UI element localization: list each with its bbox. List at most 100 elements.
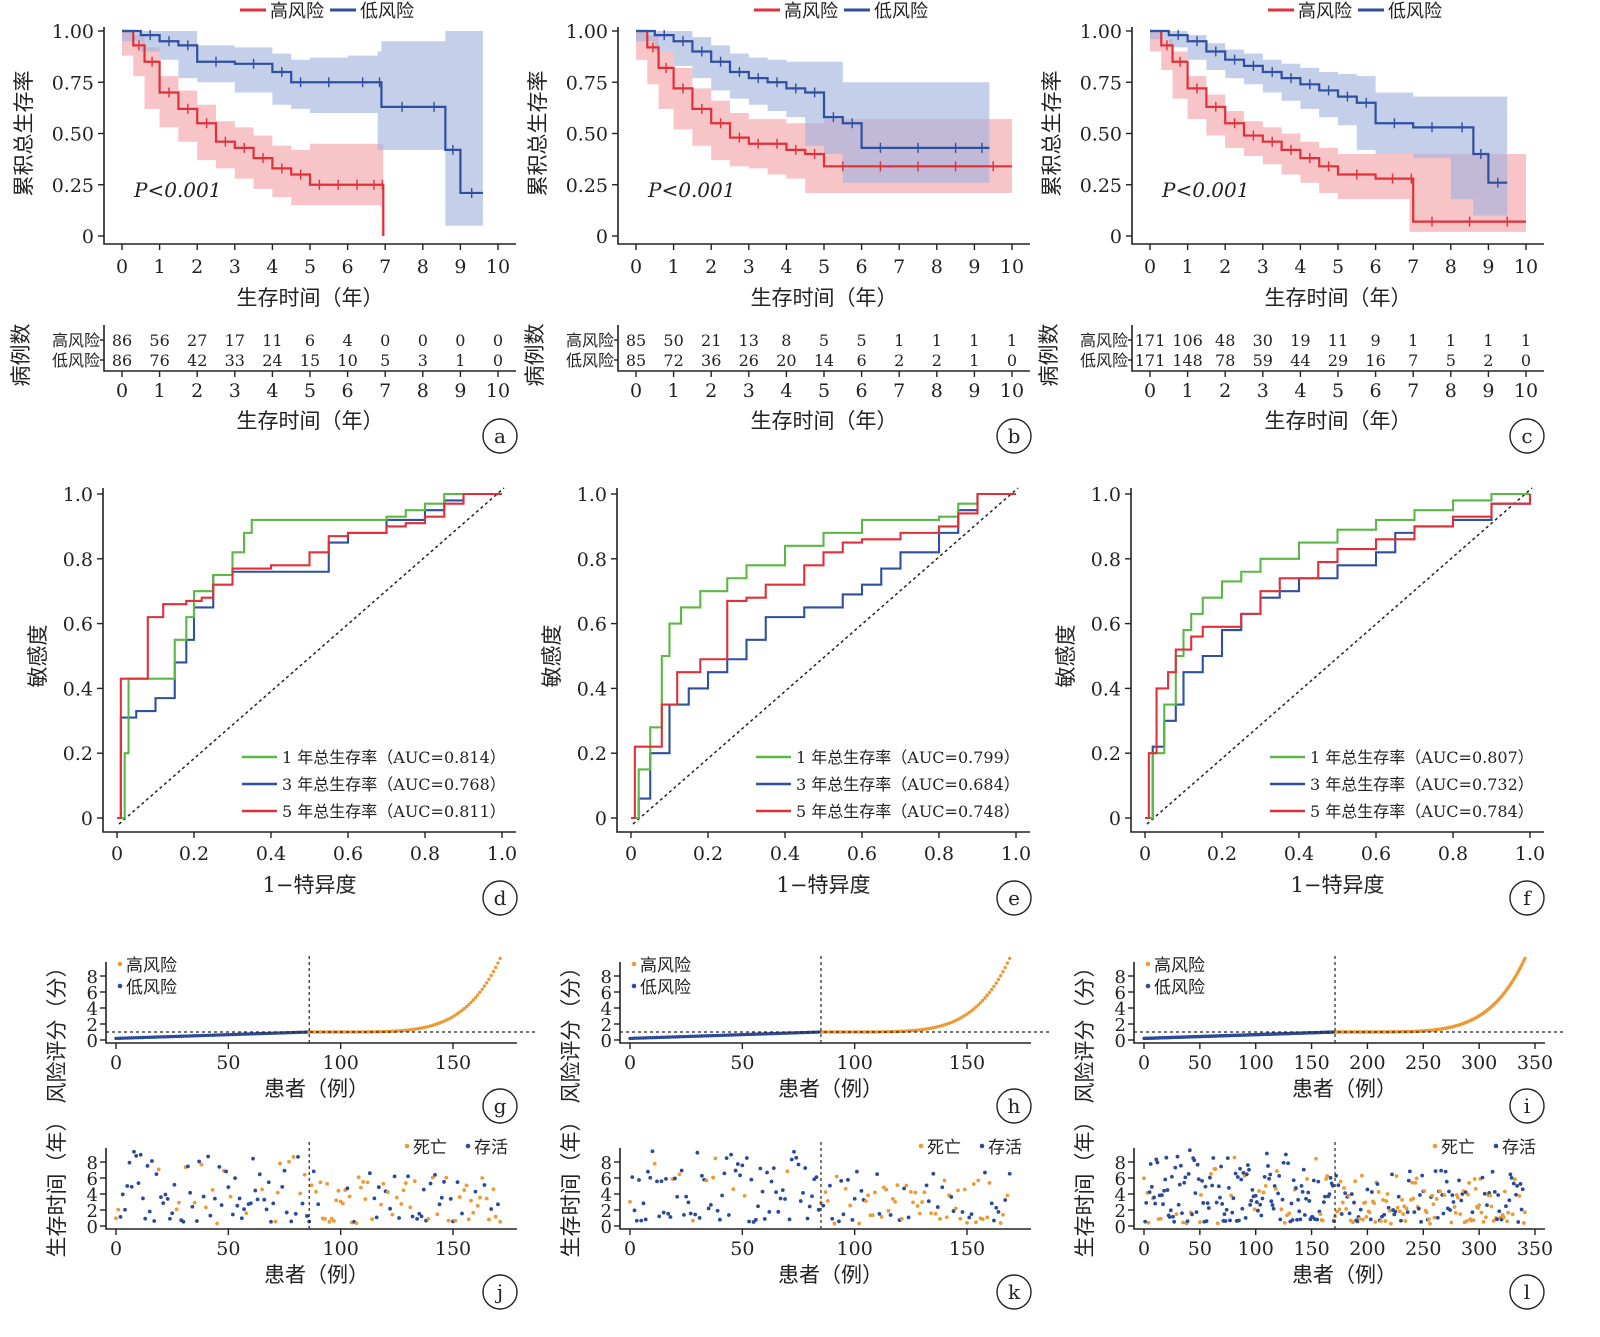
y-tick-label: 0.50 <box>1080 124 1122 146</box>
y-tick-label: 1.0 <box>577 484 607 506</box>
legend-dot-alive <box>465 1143 471 1149</box>
alive-point <box>1286 1161 1291 1166</box>
risk-count: 2 <box>1483 351 1493 370</box>
roc-legend: 1 年总生存率（AUC=0.814） 3 年总生存率（AUC=0.768） 5 年总… <box>242 748 506 821</box>
alive-point <box>1245 1163 1250 1167</box>
alive-point <box>235 1203 240 1208</box>
alive-point <box>397 1216 401 1220</box>
panel-label-letter: i <box>1524 1094 1530 1118</box>
alive-point <box>1264 1151 1269 1156</box>
panel-label-circle <box>1509 418 1545 454</box>
risk-row-label: 高风险 <box>566 331 614 350</box>
dead-point <box>1146 1220 1151 1225</box>
alive-point <box>1206 1206 1211 1210</box>
alive-point <box>720 1193 725 1198</box>
dead-point <box>857 1221 862 1226</box>
panel-label-circle <box>1509 1088 1545 1124</box>
legend-label: 5 年总生存率（AUC=0.748） <box>796 802 1020 821</box>
x-tick-label: 200 <box>1349 1238 1385 1260</box>
alive-point <box>659 1179 664 1184</box>
dead-point <box>742 1193 747 1198</box>
x-tick-label: 0 <box>1139 843 1151 865</box>
x-tick-label: 1 <box>1182 256 1194 278</box>
alive-point <box>1211 1156 1216 1160</box>
score-axes <box>1133 962 1545 1044</box>
alive-point <box>983 1170 987 1175</box>
y-axis-title: 累积总生存率 <box>12 71 36 197</box>
dead-point <box>365 1180 370 1185</box>
legend-label: 1 年总生存率（AUC=0.814） <box>282 748 506 767</box>
dead-point <box>1473 1186 1478 1191</box>
y-tick-label: 0 <box>81 808 93 830</box>
alive-point <box>141 1196 145 1201</box>
diagonal-reference <box>118 487 505 825</box>
score-point <box>990 987 994 992</box>
alive-point <box>1358 1207 1363 1212</box>
x-tick-label: 1.0 <box>487 843 517 865</box>
y-axis-title: 生存时间（年） <box>559 1111 583 1258</box>
alive-point <box>406 1174 410 1179</box>
x-tick-label: 1 <box>668 380 680 402</box>
score-point <box>478 990 482 994</box>
panel-label-a: a <box>482 418 518 454</box>
alive-point <box>1238 1166 1242 1171</box>
x-tick-label: 0 <box>116 256 128 278</box>
dead-point <box>1351 1220 1355 1225</box>
x-tick-label: 0.2 <box>179 843 209 865</box>
risk-count: 1 <box>894 331 904 350</box>
x-tick-label: 4 <box>780 256 792 278</box>
alive-point <box>455 1180 460 1185</box>
panel-label-letter: b <box>1008 424 1021 448</box>
alive-point <box>1382 1212 1387 1217</box>
dead-point <box>1430 1193 1435 1198</box>
y-tick-label: 1.00 <box>1080 21 1122 43</box>
dead-point <box>1471 1218 1476 1223</box>
alive-point <box>673 1176 677 1181</box>
dead-point <box>325 1182 330 1186</box>
dead-point <box>341 1201 345 1206</box>
alive-point <box>646 1169 650 1174</box>
alive-point <box>1451 1200 1456 1204</box>
dead-point <box>370 1217 375 1222</box>
alive-point <box>1296 1197 1301 1202</box>
alive-point <box>924 1183 929 1188</box>
y-tick-label: 8 <box>87 1153 98 1174</box>
alive-point <box>129 1184 134 1189</box>
survival-curve-high-risk <box>636 29 1012 168</box>
score-point <box>999 974 1003 978</box>
alive-point <box>376 1185 381 1190</box>
x-tick-label: 0 <box>624 1052 636 1074</box>
alive-point <box>726 1213 731 1217</box>
dead-point <box>911 1200 915 1205</box>
y-tick-label: 0 <box>596 226 608 248</box>
dead-point <box>904 1183 909 1188</box>
y-axis-title: 生存时间（年） <box>1073 1111 1097 1258</box>
roc-curve-5yr <box>1145 494 1532 820</box>
risk-count: 56 <box>149 331 169 350</box>
confidence-band-low-risk <box>636 31 990 183</box>
x-tick-label: 0.8 <box>410 843 440 865</box>
risk-count: 26 <box>739 351 759 370</box>
risk-count: 2 <box>932 351 942 370</box>
legend-label-dead: 死亡 <box>1441 1138 1475 1158</box>
alive-point <box>1152 1195 1156 1200</box>
x-tick-label: 50 <box>1188 1238 1212 1260</box>
alive-point <box>161 1201 166 1205</box>
alive-point <box>1220 1202 1225 1206</box>
alive-point <box>159 1195 163 1200</box>
dead-point <box>1403 1219 1408 1223</box>
alive-point <box>1144 1200 1149 1205</box>
alive-point <box>699 1173 704 1178</box>
x-tick-label: 10 <box>1000 256 1024 278</box>
dead-point <box>1432 1215 1437 1220</box>
risk-count: 36 <box>701 351 721 370</box>
y-tick-label: 2 <box>87 1201 98 1222</box>
dead-point <box>848 1203 853 1208</box>
alive-point <box>1165 1188 1170 1192</box>
y-tick-label: 0.50 <box>52 124 94 146</box>
dead-point <box>886 1208 891 1213</box>
alive-point <box>679 1168 684 1173</box>
panel-label-f: f <box>1509 880 1545 916</box>
alive-point <box>242 1207 246 1212</box>
